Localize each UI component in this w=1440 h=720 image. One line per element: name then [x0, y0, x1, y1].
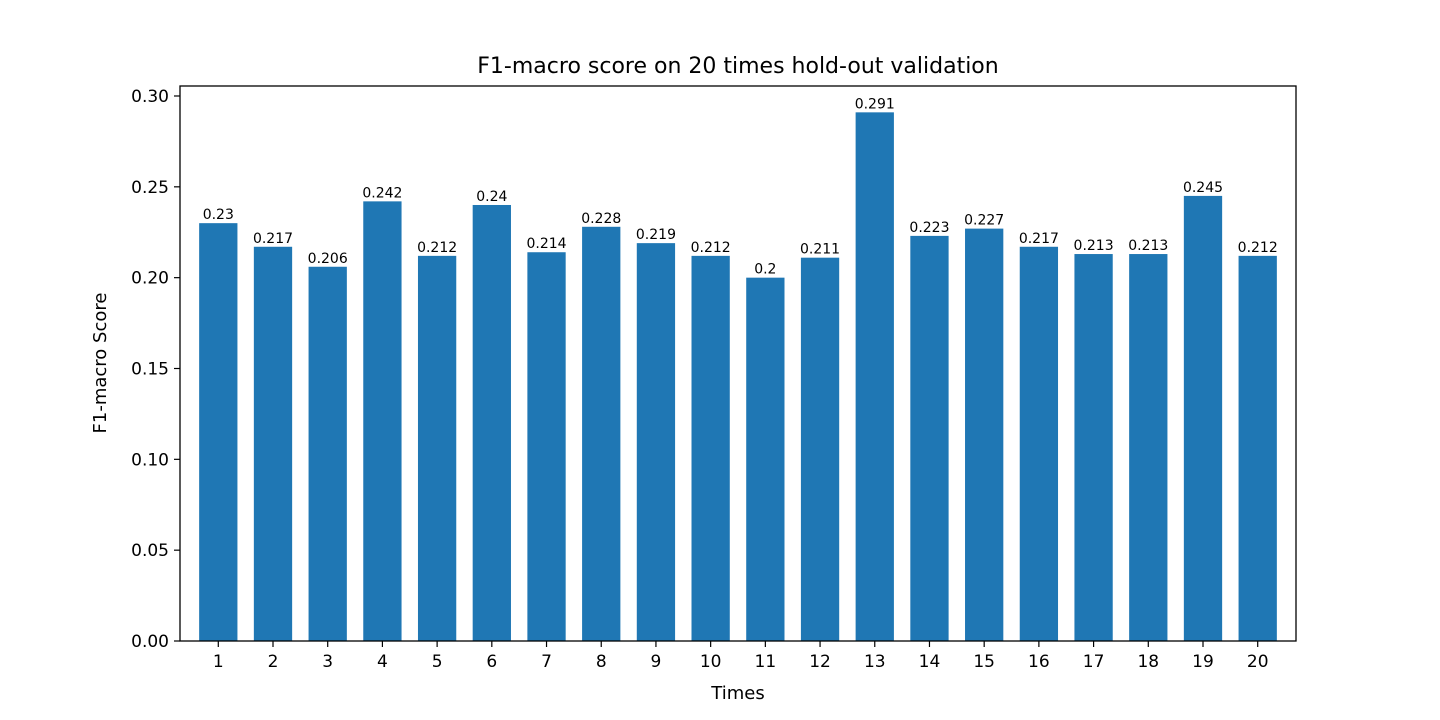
x-tick-label: 11	[755, 652, 777, 672]
plot-area: 0.230.2170.2060.2420.2120.240.2140.2280.…	[131, 85, 1297, 672]
y-tick-label: 0.00	[131, 632, 169, 652]
bar	[965, 228, 1004, 642]
bar	[253, 246, 293, 641]
x-tick-label: 3	[322, 652, 333, 672]
bar-value-label: 0.211	[800, 242, 840, 258]
bar	[1183, 195, 1223, 641]
y-tick-label: 0.05	[131, 541, 169, 561]
x-tick-label: 10	[700, 652, 722, 672]
x-axis-label: Times	[710, 683, 764, 704]
bar	[308, 266, 347, 641]
bar	[800, 257, 840, 641]
bar-value-label: 0.245	[1183, 180, 1223, 196]
bar	[1238, 255, 1277, 642]
bar	[746, 277, 785, 641]
x-axis: 1 2 3 4 5 6 7 8 9 10 11 12 13 14 15 16 17 18 19 20	[213, 641, 1269, 672]
bar	[582, 226, 621, 642]
bar-value-label: 0.227	[964, 213, 1004, 229]
bar-value-label: 0.291	[855, 96, 895, 112]
x-tick-label: 14	[919, 652, 941, 672]
bar-value-label: 0.212	[1238, 240, 1278, 256]
bar	[1019, 246, 1059, 641]
bar-value-label: 0.212	[417, 240, 457, 256]
y-tick-label: 0.15	[131, 360, 169, 380]
x-tick-label: 5	[432, 652, 443, 672]
bar	[855, 112, 894, 642]
bar	[1074, 254, 1113, 642]
y-tick-label: 0.25	[131, 178, 169, 198]
x-tick-label: 4	[377, 652, 388, 672]
bar	[417, 255, 457, 642]
bar-value-label: 0.242	[362, 185, 402, 201]
x-tick-label: 12	[809, 652, 831, 672]
bar-value-label: 0.214	[526, 236, 566, 252]
bar-value-label: 0.23	[203, 207, 234, 223]
bars-group	[199, 112, 1277, 642]
bar-value-label: 0.217	[1019, 231, 1059, 247]
x-tick-label: 18	[1137, 652, 1159, 672]
x-tick-label: 6	[486, 652, 497, 672]
x-tick-label: 2	[268, 652, 279, 672]
x-tick-label: 1	[213, 652, 224, 672]
bar-value-label: 0.206	[308, 251, 348, 267]
bar	[199, 223, 238, 641]
bar	[636, 243, 676, 641]
y-tick-label: 0.30	[131, 87, 169, 107]
bar-value-label: 0.223	[909, 220, 949, 236]
bar	[1129, 254, 1168, 642]
x-tick-label: 13	[864, 652, 886, 672]
axes-frame	[179, 85, 1297, 642]
bar	[691, 255, 730, 642]
bar	[527, 252, 566, 642]
bar	[363, 201, 402, 642]
y-tick-label: 0.20	[131, 269, 169, 289]
x-tick-label: 17	[1083, 652, 1105, 672]
bar-value-label: 0.2	[754, 262, 776, 278]
y-axis-label: F1-macro Score	[90, 293, 111, 434]
bar-value-label: 0.217	[253, 231, 293, 247]
y-axis: 0.00 0.05 0.10 0.15 0.20 0.25 0.30	[131, 87, 180, 652]
x-tick-label: 7	[541, 652, 552, 672]
x-tick-label: 20	[1247, 652, 1269, 672]
x-tick-label: 15	[973, 652, 995, 672]
x-tick-label: 9	[651, 652, 662, 672]
x-tick-label: 19	[1192, 652, 1214, 672]
bar-value-label: 0.212	[691, 240, 731, 256]
data-labels-group: 0.23 0.217 0.206 0.242 0.212 0.24 0.214 0.228 0.…	[203, 96, 1278, 277]
bar-value-label: 0.219	[636, 227, 676, 243]
bar-value-label: 0.213	[1128, 238, 1168, 254]
bar	[910, 235, 949, 641]
x-tick-label: 16	[1028, 652, 1050, 672]
x-tick-label: 8	[596, 652, 607, 672]
bar-value-label: 0.213	[1074, 238, 1114, 254]
chart-title: F1-macro score on 20 times hold-out vali…	[477, 54, 998, 79]
bar-value-label: 0.24	[476, 189, 507, 205]
y-tick-label: 0.10	[131, 450, 169, 470]
bar-value-label: 0.228	[581, 211, 621, 227]
bar	[472, 204, 511, 642]
